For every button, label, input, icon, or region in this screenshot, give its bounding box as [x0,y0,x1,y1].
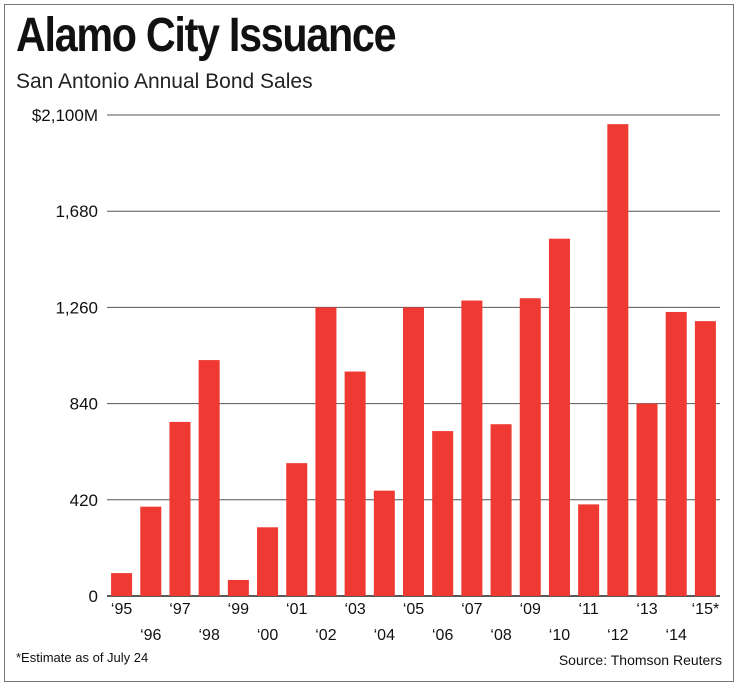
x-tick-label: ‘96 [140,627,161,644]
bar [140,506,162,596]
bar [665,311,687,596]
bar [432,431,454,596]
chart-subtitle: San Antonio Annual Bond Sales [16,70,313,93]
x-tick-label: ‘98 [198,627,219,644]
y-tick-label: 0 [89,587,98,606]
x-tick-label: ‘14 [666,627,687,644]
bar [286,463,308,596]
bar [198,360,220,596]
bar [636,403,658,596]
x-tick-label: ‘12 [607,627,628,644]
x-tick-label: ‘97 [169,601,190,618]
x-tick-label: ‘01 [286,601,307,618]
x-tick-label: ‘04 [374,627,395,644]
bar [548,238,570,596]
bar [373,490,395,596]
x-tick-label: ‘07 [461,601,482,618]
y-tick-label: 420 [70,491,98,510]
bar [257,527,279,596]
chart-title: Alamo City Issuance [16,9,397,62]
x-tick-label: ‘10 [549,627,570,644]
bar [519,298,541,596]
x-tick-label: ‘11 [579,601,599,618]
y-tick-label: 840 [70,395,98,414]
bar [607,124,629,597]
bar [461,300,483,596]
y-tick-label: 1,680 [55,202,98,221]
x-tick-label: ‘08 [490,627,511,644]
bar [315,307,337,596]
bar [344,371,366,596]
x-tick-label: ‘05 [403,601,424,618]
x-tick-label: ‘06 [432,627,453,644]
x-tick-label: ‘13 [636,601,657,618]
x-tick-label: ‘02 [315,627,336,644]
x-tick-label: ‘99 [228,601,249,618]
estimate-footnote: *Estimate as of July 24 [16,650,149,665]
bar [402,307,425,596]
bar [694,321,716,596]
x-tick-label: ‘03 [344,601,365,618]
bar [578,504,600,596]
bar [490,424,512,596]
x-tick-label: ‘09 [520,601,541,618]
bar [169,421,191,596]
x-tick-label: ‘00 [257,627,278,644]
x-tick-label: ‘95 [111,601,132,618]
source-credit: Source: Thomson Reuters [558,652,722,668]
x-tick-label: ‘15* [692,601,720,618]
bar [111,573,133,596]
bar [227,579,249,596]
y-tick-label: 1,260 [55,298,98,317]
y-tick-label: $2,100M [32,106,98,125]
